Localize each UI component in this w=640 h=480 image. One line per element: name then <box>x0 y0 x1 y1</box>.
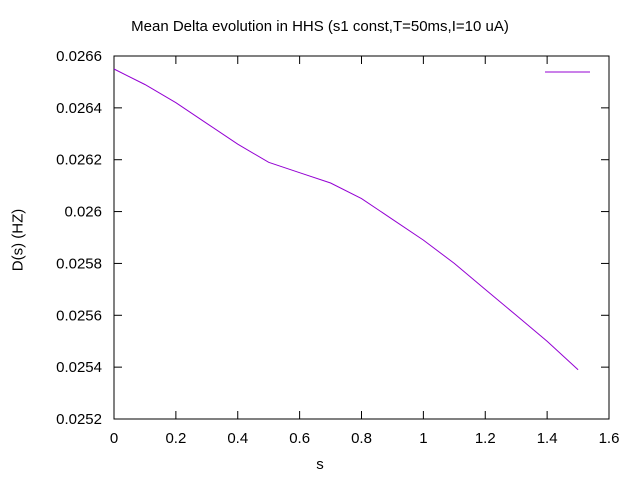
y-tick-label: 0.0258 <box>56 255 102 272</box>
y-tick-label: 0.0266 <box>56 48 102 65</box>
y-tick-label: 0.0252 <box>56 411 102 428</box>
y-tick-label: 0.0262 <box>56 152 102 169</box>
x-tick-label: 0.8 <box>351 430 372 447</box>
y-tick-label: 0.026 <box>64 204 102 221</box>
y-tick-label: 0.0256 <box>56 307 102 324</box>
y-tick-label: 0.0264 <box>56 100 102 117</box>
x-tick-label: 0.4 <box>227 430 248 447</box>
axis-ticks: 0 0.2 0.4 0.6 0.8 1 1.2 1.4 1.6 0.0252 0.0254 0.025… <box>56 48 619 447</box>
x-tick-label: 1.6 <box>599 430 620 447</box>
x-tick-label: 1.2 <box>475 430 496 447</box>
x-axis-label: s <box>316 456 324 473</box>
y-tick-label: 0.0254 <box>56 359 102 376</box>
x-tick-label: 0.6 <box>289 430 310 447</box>
series-line <box>113 68 579 371</box>
x-tick-label: 1 <box>419 430 427 447</box>
x-tick-label: 1.4 <box>537 430 558 447</box>
x-tick-label: 0 <box>110 430 118 447</box>
x-tick-label: 0.2 <box>165 430 186 447</box>
chart-title: Mean Delta evolution in HHS (s1 const,T=… <box>131 18 509 35</box>
series-layer <box>113 68 579 371</box>
